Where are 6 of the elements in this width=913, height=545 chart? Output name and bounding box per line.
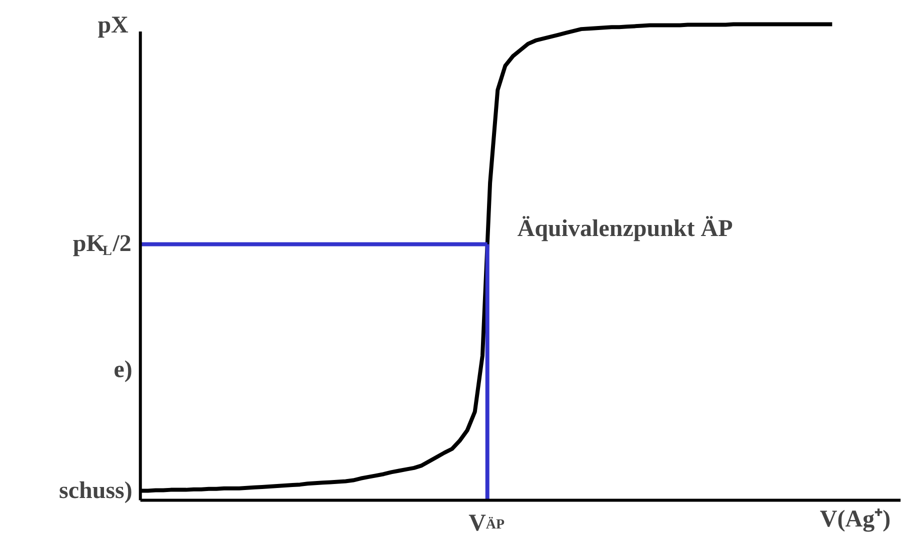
x-axis-title: V(Ag⁺) (820, 506, 891, 532)
text: VÄP (468, 510, 506, 536)
text: e) (114, 356, 132, 383)
annotation: Äquivalenzpunkt ÄP (517, 216, 733, 242)
y-axis-title: pX (98, 12, 130, 38)
text: schuss) (59, 478, 132, 504)
